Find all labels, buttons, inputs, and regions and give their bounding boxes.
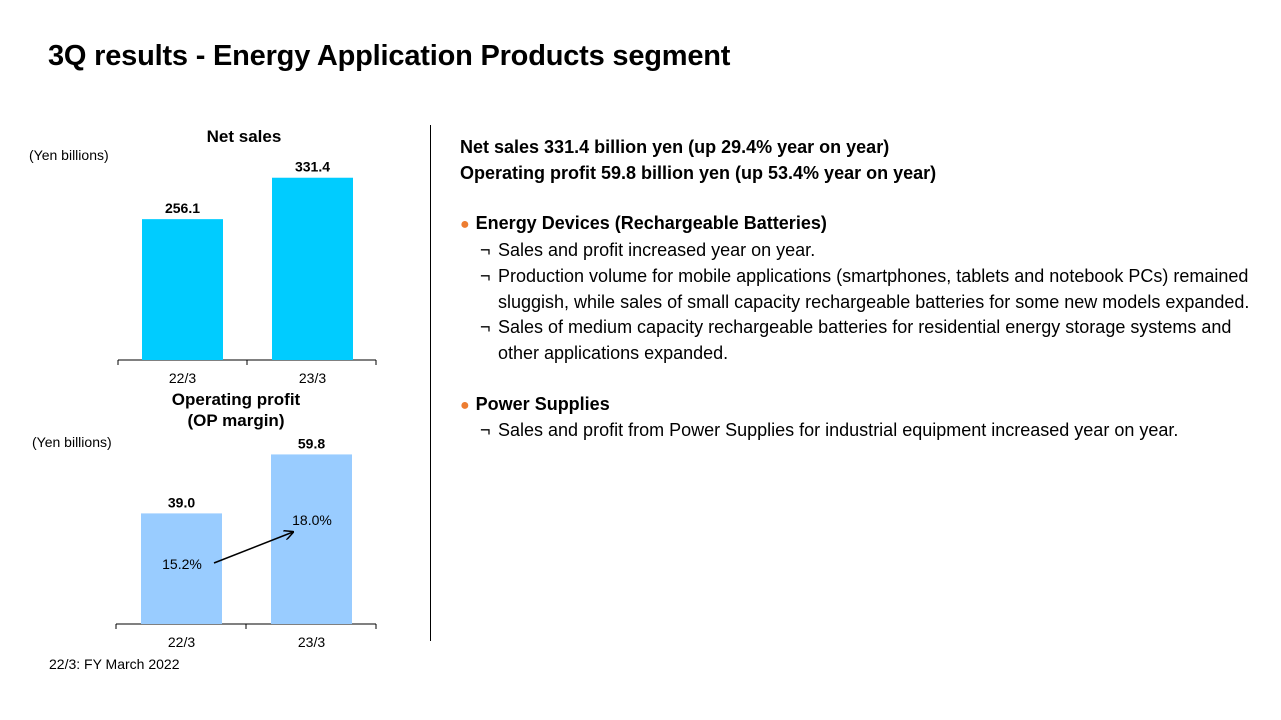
section-power-supplies: ● Power Supplies	[460, 392, 1260, 419]
list-item-text: Sales and profit increased year on year.	[498, 240, 816, 261]
net-sales-unit-label: (Yen billions)	[29, 147, 109, 163]
margin-trend-arrow	[213, 532, 293, 564]
bullet-dot-icon: ●	[460, 216, 470, 234]
x-tick-label: 23/3	[298, 634, 325, 650]
summary-operating-profit: Operating profit 59.8 billion yen (up 53…	[460, 162, 937, 183]
op-margin-label: 15.2%	[162, 556, 202, 572]
op-chart-title-line1: Operating profit	[172, 390, 301, 409]
op-chart: Operating profit (OP margin) 39.0 22/3 59.…	[115, 390, 377, 650]
x-tick-label: 22/3	[168, 634, 195, 650]
summary-net-sales: Net sales 331.4 billion yen (up 29.4% ye…	[460, 137, 890, 157]
bar-value-label: 39.0	[168, 494, 195, 510]
page-title: 3Q results - Energy Application Products…	[48, 40, 731, 72]
bullet-dot-icon: ●	[460, 396, 470, 414]
op-margin-label: 18.0%	[292, 512, 332, 528]
bar	[141, 513, 222, 624]
net-sales-chart-title: Net sales	[207, 127, 282, 146]
list-item-text: Sales and profit from Power Supplies for…	[498, 420, 1179, 441]
footnote: 22/3: FY March 2022	[49, 656, 180, 672]
list-item: ¬ Production volume for mobile applicati…	[460, 264, 1260, 315]
results-summary: Net sales 331.4 billion yen (up 29.4% ye…	[460, 135, 1260, 444]
bullet-mark-icon: ¬	[480, 317, 491, 338]
list-item: ¬ Sales and profit from Power Supplies f…	[460, 418, 1260, 444]
list-item: ¬ Sales and profit increased year on yea…	[460, 238, 1260, 264]
list-item: ¬ Sales of medium capacity rechargeable …	[460, 315, 1260, 366]
vertical-divider	[430, 125, 431, 641]
op-chart-title-line2: (OP margin)	[188, 411, 285, 430]
bar	[142, 219, 223, 360]
op-unit-label: (Yen billions)	[32, 434, 112, 450]
bar	[271, 454, 352, 624]
x-tick-label: 23/3	[299, 370, 326, 386]
section-energy-devices: ● Energy Devices (Rechargeable Batteries)	[460, 211, 1260, 238]
bullet-mark-icon: ¬	[480, 240, 491, 261]
bar-value-label: 331.4	[295, 159, 330, 175]
bullet-mark-icon: ¬	[480, 265, 491, 286]
bar	[272, 177, 353, 360]
list-item-text: Production volume for mobile application…	[498, 265, 1250, 312]
x-tick-label: 22/3	[169, 370, 196, 386]
bar-value-label: 256.1	[165, 200, 200, 216]
bullet-mark-icon: ¬	[480, 420, 491, 441]
bar-value-label: 59.8	[298, 435, 325, 451]
list-item-text: Sales of medium capacity rechargeable ba…	[498, 317, 1232, 363]
net-sales-chart: Net sales 256.1 22/3 331.4 23/3	[117, 127, 377, 386]
section-heading: Energy Devices (Rechargeable Batteries)	[475, 213, 827, 234]
section-heading: Power Supplies	[475, 393, 610, 414]
